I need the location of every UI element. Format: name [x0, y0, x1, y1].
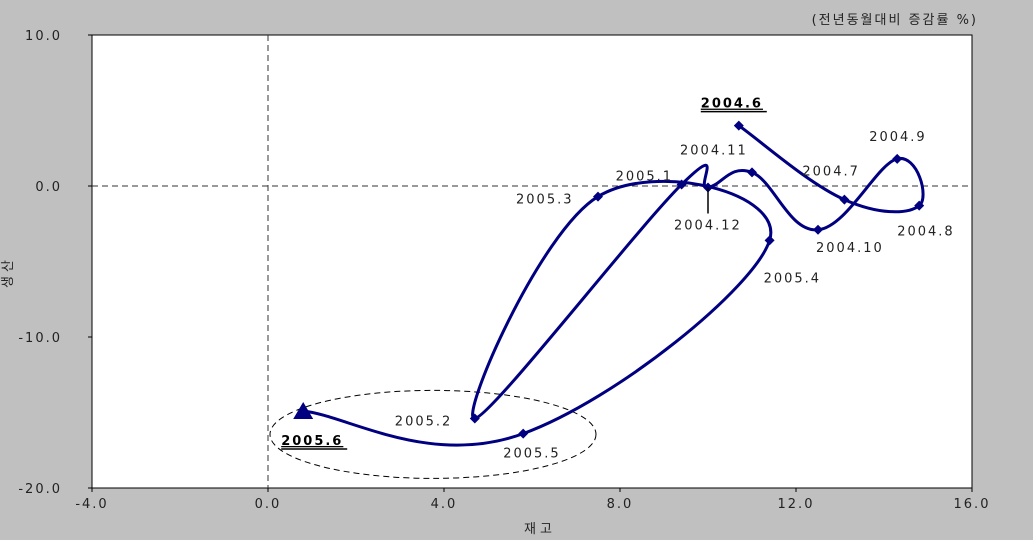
x-tick-label: 4.0	[431, 497, 458, 512]
data-point-marker	[764, 235, 775, 246]
data-label-2004-10: 2004.10	[816, 241, 884, 256]
x-tick-label: 0.0	[255, 497, 282, 512]
data-label-2004-7: 2004.7	[802, 165, 860, 180]
x-tick-label: 8.0	[607, 497, 634, 512]
data-label-2005-1: 2005.1	[616, 169, 674, 184]
data-label-2005-2: 2005.2	[395, 415, 453, 430]
data-label-2004-6: 2004.6	[701, 97, 763, 112]
data-point-marker	[892, 153, 903, 164]
data-label-2004-12: 2004.12	[674, 219, 742, 234]
y-tick-label: -20.0	[18, 482, 62, 497]
data-label-2005-4: 2005.4	[764, 271, 822, 286]
data-label-2005-6: 2005.6	[281, 434, 343, 449]
data-label-2004-11: 2004.11	[680, 143, 748, 158]
end-marker-triangle	[293, 401, 314, 419]
data-point-marker	[914, 200, 925, 211]
plot-area	[91, 34, 973, 489]
y-tick-label: 10.0	[25, 29, 62, 44]
series-line	[303, 124, 925, 447]
x-axis-title: 재고	[524, 522, 556, 537]
data-label-2004-8: 2004.8	[897, 225, 955, 240]
data-point-marker	[593, 191, 603, 202]
data-point-marker	[839, 194, 850, 205]
data-label-2005-5: 2005.5	[503, 447, 561, 462]
y-tick-label: -10.0	[18, 331, 62, 346]
data-label-2005-3: 2005.3	[516, 193, 574, 208]
data-point-marker	[747, 167, 757, 178]
data-point-marker	[676, 179, 687, 190]
data-point-marker	[469, 413, 480, 424]
unit-note: (전년동월대비 증감률 %)	[812, 13, 978, 28]
data-point-marker	[733, 120, 744, 131]
x-tick-label: -4.0	[75, 497, 108, 512]
data-point-marker	[813, 224, 823, 235]
data-point-marker	[518, 428, 529, 439]
highlight-ellipse	[269, 389, 597, 479]
data-label-2004-9: 2004.9	[869, 130, 927, 145]
x-tick-label: 12.0	[778, 497, 815, 512]
y-axis-title: 생산	[1, 256, 16, 288]
y-tick-label: 0.0	[35, 180, 62, 195]
x-tick-label: 16.0	[954, 497, 991, 512]
